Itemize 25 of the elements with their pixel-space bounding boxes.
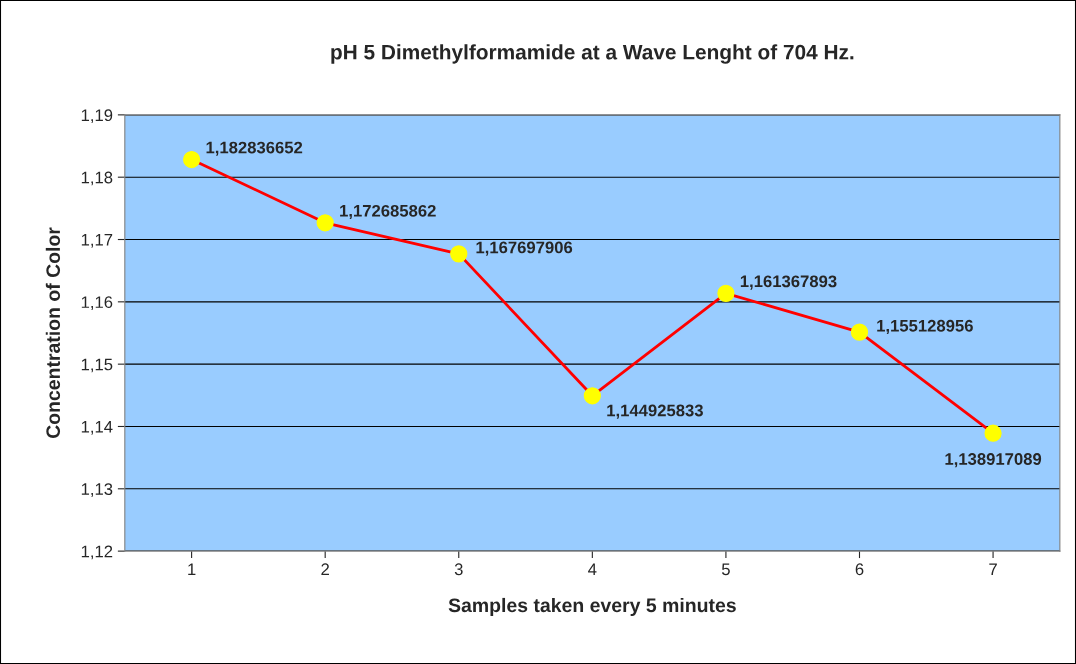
- y-tick-label: 1,15: [81, 358, 113, 373]
- y-tick-label: 1,16: [81, 296, 113, 311]
- y-tick-label: 1,13: [81, 483, 113, 497]
- data-label: 1,155128956: [877, 319, 973, 335]
- y-axis-title: Concentration of Color: [45, 227, 61, 439]
- y-tick-label: 1,17: [81, 234, 113, 248]
- x-tick-label: 7: [989, 563, 997, 575]
- data-label: 1,161367893: [740, 275, 837, 290]
- y-tick-label: 1,18: [81, 171, 113, 186]
- x-tick-label: 3: [454, 563, 463, 576]
- x-tick-label: 6: [855, 563, 864, 576]
- x-tick-label: 4: [588, 563, 597, 575]
- data-label: 1,167697906: [476, 241, 573, 256]
- y-tick-label: 1,12: [81, 545, 113, 560]
- data-label: 1,182836652: [206, 141, 303, 156]
- x-tick-label: 1: [188, 563, 196, 575]
- x-tick-label: 2: [321, 563, 329, 575]
- y-tick-label: 1,14: [81, 421, 113, 435]
- data-label: 1,144925833: [607, 404, 703, 419]
- x-axis-title: Samples taken every 5 minutes: [448, 597, 736, 617]
- data-label: 1,172685862: [340, 204, 436, 220]
- x-tick-label: 5: [721, 563, 730, 576]
- data-label: 1,138917089: [945, 453, 1042, 468]
- chart-title: pH 5 Dimethylformamide at a Wave Lenght of 704 Hz.: [331, 44, 854, 64]
- y-tick-label: 1,19: [81, 109, 113, 124]
